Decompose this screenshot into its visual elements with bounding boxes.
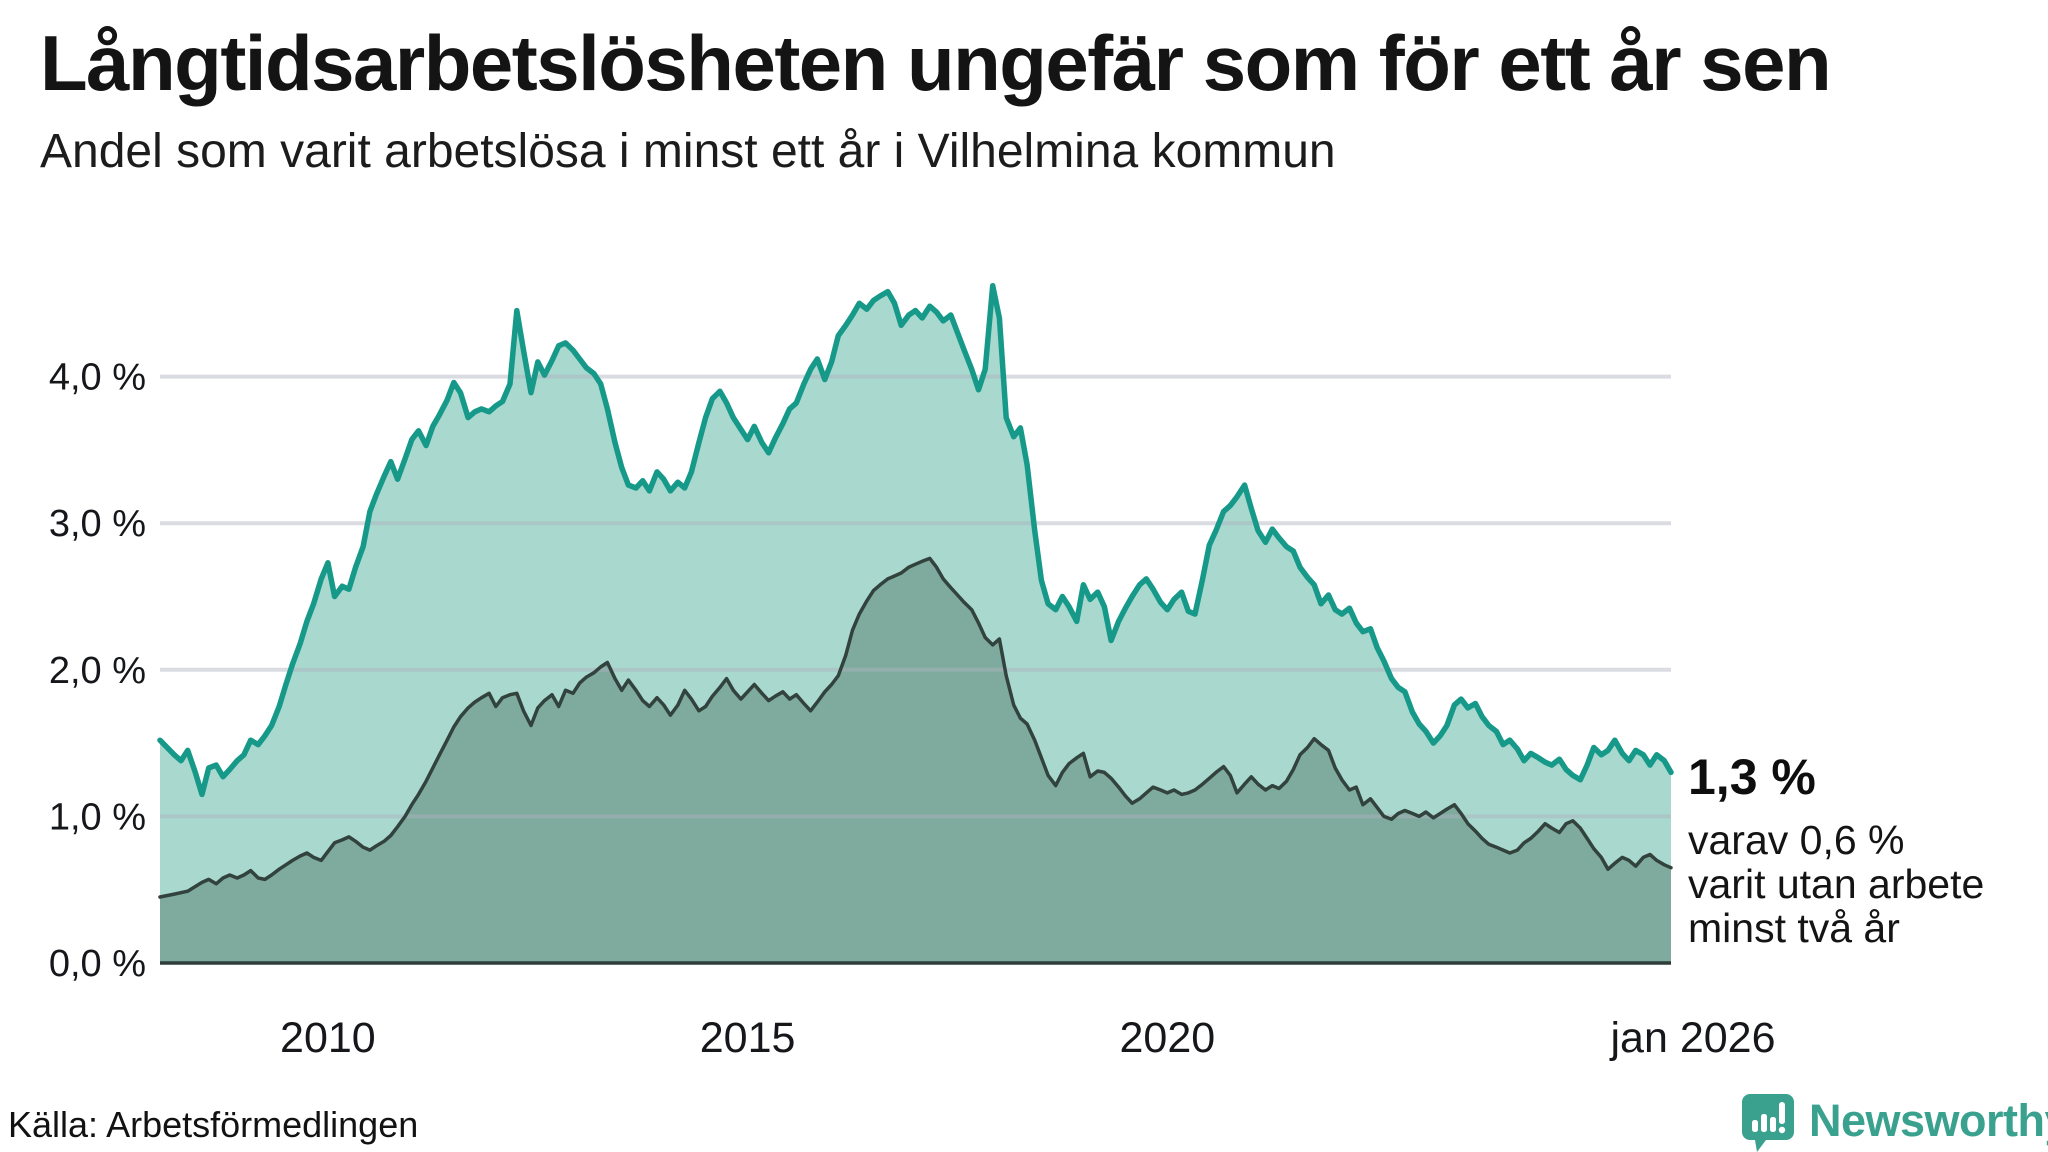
x-tick-label: jan 2026: [1609, 1014, 1776, 1062]
y-tick-label: 1,0 %: [49, 796, 146, 838]
newsworthy-branding: Newsworthy: [1740, 1090, 2048, 1152]
y-tick-label: 3,0 %: [49, 503, 146, 545]
y-tick-label: 4,0 %: [49, 357, 146, 399]
exclamation-dot: [1778, 1126, 1786, 1134]
end-value-detail: varav 0,6 % varit utan arbete minst två …: [1688, 818, 1984, 950]
page-title: Långtidsarbetslösheten ungefär som för e…: [40, 19, 1832, 107]
exclamation-bar: [1779, 1102, 1785, 1124]
end-value-label: 1,3 %: [1688, 749, 1816, 805]
y-tick-label: 2,0 %: [49, 650, 146, 692]
x-tick-label: 2020: [1119, 1014, 1215, 1062]
bar-1: [1752, 1120, 1758, 1132]
bar-3: [1770, 1117, 1776, 1132]
end-value-detail-line: varav 0,6 %: [1688, 817, 1905, 863]
speech-bubble-shape: [1742, 1094, 1794, 1152]
area-fill-two-years: [160, 558, 1671, 963]
brand-name: Newsworthy: [1809, 1095, 2048, 1146]
source-note: Källa: Arbetsförmedlingen: [8, 1104, 419, 1145]
chart-subtitle: Andel som varit arbetslösa i minst ett å…: [40, 125, 1336, 178]
line-two-years: [158, 556, 1673, 899]
end-value-detail-line: varit utan arbete: [1688, 861, 1985, 907]
x-tick-label: 2010: [280, 1014, 376, 1062]
x-tick-label: 2015: [700, 1014, 796, 1062]
line-one-year: [157, 282, 1674, 798]
y-tick-label: 0,0 %: [49, 943, 146, 985]
newsworthy-logo-icon: [1742, 1094, 1794, 1152]
end-value-detail-line: minst två år: [1688, 905, 1900, 951]
bar-2: [1761, 1114, 1767, 1132]
